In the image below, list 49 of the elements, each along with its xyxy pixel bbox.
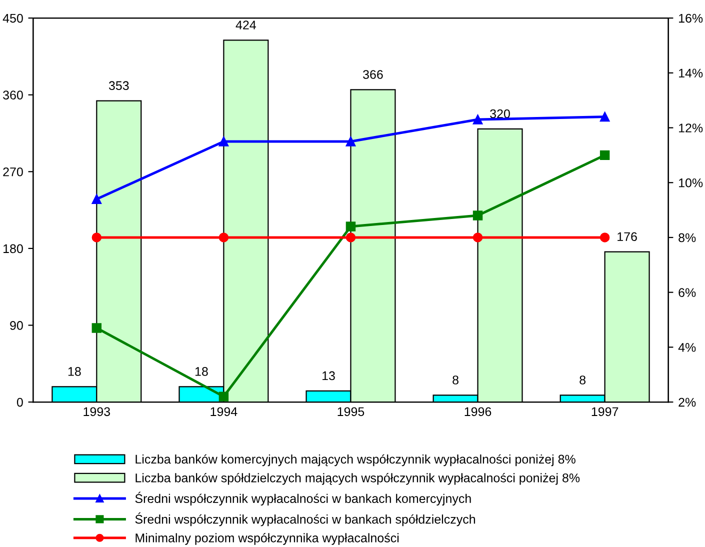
data-label: 13 [322,371,335,380]
data-label: 353 [108,81,129,90]
y-tick-label: 90 [10,321,23,330]
point [600,112,610,122]
legend-label: Liczba banków spółdzielczych mających współczynnik wypłacalności poniżej 8% [136,473,580,485]
y2-tick-label: 10% [679,178,703,188]
point [218,232,229,242]
data-label: 320 [490,109,510,118]
data-label: 176 [618,232,637,242]
data-label: 8 [580,376,586,384]
point [472,232,483,242]
data-label: 8 [452,376,458,384]
point [346,136,356,146]
point [92,323,102,333]
x-tick-label: 1996 [464,407,492,416]
x-tick-label: 1993 [84,407,110,416]
point [600,150,610,160]
data-label: 18 [68,367,81,376]
y2-tick-label: 16% [679,14,703,23]
point [472,210,483,220]
legend-label: Średni współczynnik wypłacalności w bankach komercyjnych [135,492,471,506]
point [600,232,610,242]
point [92,232,102,242]
y2-tick-label: 4% [678,343,696,352]
point [472,114,483,124]
y-tick-label: 360 [3,90,23,100]
legend-label: Średni współczynnik wypłacalności w bankach spółdzielczych [135,512,476,526]
x-tick-label: 1997 [592,407,618,416]
point [92,194,102,204]
data-label: 366 [363,70,383,79]
x-tick-label: 1994 [210,407,238,416]
point [218,136,229,146]
data-label: 424 [236,20,256,30]
y2-tick-label: 6% [678,288,696,297]
legend-label: Minimalny poziom współczynnika wypłacalności [136,533,399,545]
legend-label: Liczba banków komercyjnych mających współczynnik wypłacalności poniżej 8% [136,454,576,466]
data-label: 18 [195,367,208,376]
y2-tick-label: 14% [679,68,703,78]
y2-tick-label: 12% [679,124,703,132]
x-tick-label: 1995 [338,407,364,416]
y-tick-label: 0 [16,398,23,407]
y2-tick-label: 8% [678,233,696,242]
point [346,222,356,232]
y2-tick-label: 2% [678,398,696,407]
point [346,232,356,242]
y-tick-label: 450 [2,14,23,23]
y-tick-label: 270 [3,167,23,176]
point [218,392,229,402]
y-tick-label: 180 [4,244,23,254]
